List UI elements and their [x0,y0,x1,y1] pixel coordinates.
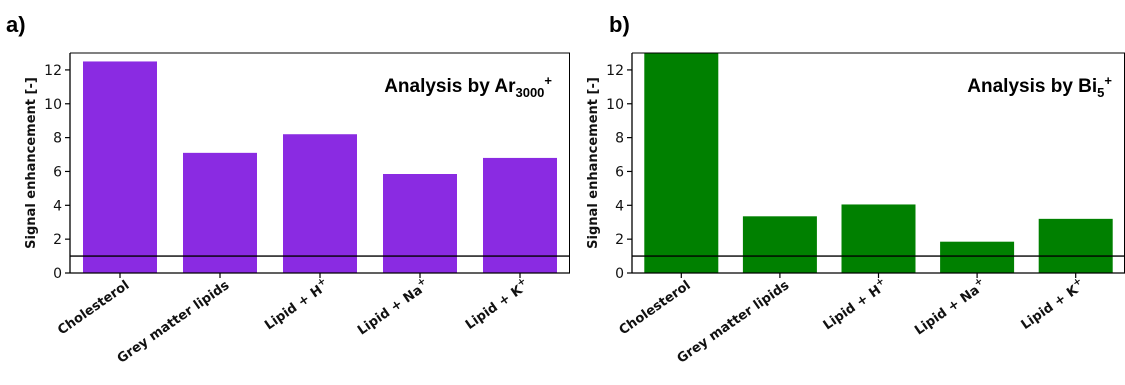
x-tick-label: Lipid + H+ [261,276,333,334]
chart-panel-b: b) 0 2 4 6 8 10 12 Signal enhancement [-] Cholest… [586,12,1125,367]
y-tick-label: 6 [53,164,62,180]
bar [83,61,157,273]
analysis-annotation: Analysis by Bi5+ [967,73,1112,100]
y-tick-label: 2 [53,232,62,248]
y-tick-label: 4 [53,198,62,214]
y-tick-label: 4 [615,198,624,214]
bar [940,241,1015,273]
bar [841,204,916,273]
y-tick-label: 2 [615,232,624,248]
x-tick-label: Lipid + Na+ [910,276,989,339]
x-tick-label: Lipid + K+ [461,276,532,333]
y-tick-label: 8 [53,131,62,147]
panel-label: a) [6,12,26,37]
panel-label: b) [609,12,630,37]
bar [742,216,817,273]
bar [1038,218,1113,273]
y-tick-label: 12 [44,63,62,79]
bar [644,53,719,273]
bar [183,152,257,273]
y-axis-label: Signal enhancement [-] [586,77,601,249]
bar [283,134,357,273]
x-tick-label: Lipid + H+ [819,276,891,334]
y-tick-label: 8 [615,131,624,147]
analysis-annotation: Analysis by Ar3000+ [384,73,552,100]
x-tick-label: Grey matter lipids [115,278,233,367]
bar [383,174,457,273]
y-tick-label: 10 [606,97,624,113]
y-tick-label: 0 [53,266,62,282]
y-tick-label: 12 [606,63,624,79]
y-tick-label: 6 [615,164,624,180]
x-tick-label: Lipid + K+ [1017,276,1088,333]
y-axis-label: Signal enhancement [-] [24,77,39,249]
x-tick-label: Cholesterol [617,278,694,338]
bar [483,157,557,273]
chart-panel-a: a) 0 2 4 6 8 10 12 Signal enhancement [-] Cholest… [6,12,570,367]
x-tick-label: Lipid + Na+ [353,276,432,339]
y-tick-label: 0 [615,266,624,282]
x-tick-label: Cholesterol [55,278,132,338]
y-tick-label: 10 [44,97,62,113]
